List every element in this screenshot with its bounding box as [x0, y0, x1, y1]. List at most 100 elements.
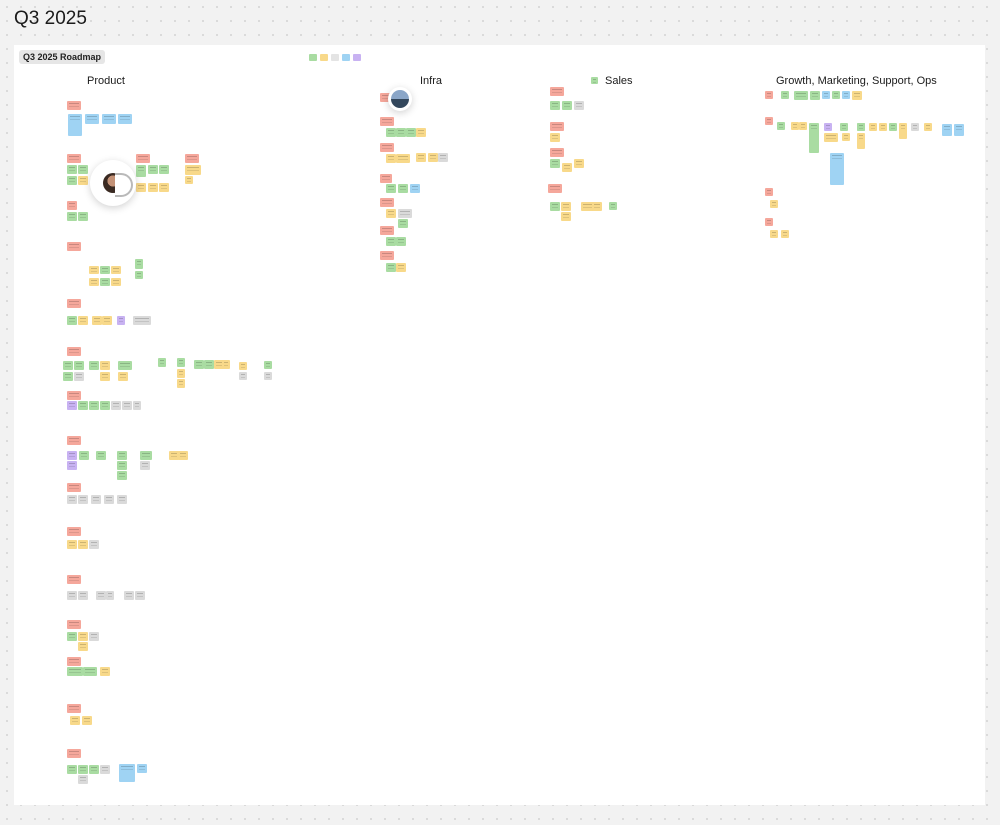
sticky-note[interactable] — [869, 123, 877, 131]
sticky-note[interactable] — [386, 128, 396, 137]
sticky-note[interactable] — [118, 114, 132, 124]
sticky-note[interactable] — [89, 632, 99, 641]
sticky-note[interactable] — [396, 237, 406, 246]
sticky-note[interactable] — [83, 667, 97, 676]
sticky-note[interactable] — [842, 133, 850, 141]
sticky-note[interactable] — [78, 401, 88, 410]
sticky-note[interactable] — [857, 123, 865, 131]
sticky-note[interactable] — [177, 379, 185, 388]
sticky-note[interactable] — [118, 372, 128, 381]
sticky-note[interactable] — [159, 183, 169, 192]
sticky-note[interactable] — [550, 202, 560, 211]
sticky-note[interactable] — [102, 114, 116, 124]
sticky-note[interactable] — [78, 632, 88, 641]
sticky-note[interactable] — [67, 347, 81, 356]
sticky-note[interactable] — [781, 91, 789, 99]
sticky-note[interactable] — [78, 495, 88, 504]
sticky-note[interactable] — [140, 461, 150, 470]
sticky-note[interactable] — [63, 361, 73, 370]
sticky-note[interactable] — [78, 540, 88, 549]
sticky-note[interactable] — [78, 765, 88, 774]
sales-marker-sticky[interactable] — [591, 77, 598, 84]
sticky-note[interactable] — [78, 212, 88, 221]
sticky-note[interactable] — [398, 184, 408, 193]
sticky-note[interactable] — [214, 360, 224, 369]
legend-sticky[interactable] — [320, 54, 328, 61]
sticky-note[interactable] — [380, 251, 394, 260]
sticky-note[interactable] — [67, 101, 81, 110]
sticky-note[interactable] — [380, 93, 392, 102]
sticky-note[interactable] — [942, 124, 952, 136]
sticky-note[interactable] — [396, 263, 406, 272]
sticky-note[interactable] — [85, 114, 99, 124]
sticky-note[interactable] — [111, 278, 121, 286]
sticky-note[interactable] — [398, 209, 412, 218]
sticky-note[interactable] — [824, 133, 838, 142]
sticky-note[interactable] — [96, 451, 106, 460]
sticky-note[interactable] — [67, 495, 77, 504]
sticky-note[interactable] — [111, 266, 121, 274]
sticky-note[interactable] — [765, 218, 773, 226]
sticky-note[interactable] — [137, 764, 147, 773]
sticky-note[interactable] — [879, 123, 887, 131]
sticky-note[interactable] — [380, 143, 394, 152]
sticky-note[interactable] — [67, 436, 81, 445]
sticky-note[interactable] — [842, 91, 850, 99]
sticky-note[interactable] — [133, 401, 141, 410]
sticky-note[interactable] — [574, 159, 584, 168]
sticky-note[interactable] — [562, 163, 572, 172]
sticky-note[interactable] — [96, 591, 106, 600]
sticky-note[interactable] — [100, 361, 110, 370]
sticky-note[interactable] — [67, 483, 81, 492]
sticky-note[interactable] — [67, 461, 77, 470]
sticky-note[interactable] — [91, 495, 101, 504]
sticky-note[interactable] — [794, 91, 808, 100]
sticky-note[interactable] — [386, 263, 396, 272]
sticky-note[interactable] — [67, 667, 83, 676]
sticky-note[interactable] — [89, 361, 99, 370]
sticky-note[interactable] — [117, 495, 127, 504]
sticky-note[interactable] — [104, 495, 114, 504]
sticky-note[interactable] — [67, 527, 81, 536]
sticky-note[interactable] — [830, 153, 844, 185]
sticky-note[interactable] — [158, 358, 166, 367]
sticky-note[interactable] — [67, 540, 77, 549]
sticky-note[interactable] — [67, 591, 77, 600]
sticky-note[interactable] — [574, 101, 584, 110]
sticky-note[interactable] — [100, 372, 110, 381]
sticky-note[interactable] — [194, 360, 204, 369]
sticky-note[interactable] — [78, 591, 88, 600]
sticky-note[interactable] — [148, 183, 158, 192]
sticky-note[interactable] — [396, 154, 410, 163]
sticky-note[interactable] — [67, 575, 81, 584]
sticky-note[interactable] — [102, 316, 112, 325]
sticky-note[interactable] — [67, 451, 77, 460]
sticky-note[interactable] — [438, 153, 448, 162]
sticky-note[interactable] — [67, 704, 81, 713]
sticky-note[interactable] — [133, 316, 151, 325]
sticky-note[interactable] — [386, 237, 396, 246]
sticky-note[interactable] — [100, 401, 110, 410]
sticky-note[interactable] — [177, 369, 185, 378]
sticky-note[interactable] — [117, 461, 127, 470]
sticky-note[interactable] — [386, 184, 396, 193]
sticky-note[interactable] — [765, 117, 773, 125]
sticky-note[interactable] — [562, 101, 572, 110]
sticky-note[interactable] — [398, 219, 408, 228]
sticky-note[interactable] — [67, 632, 77, 641]
sticky-note[interactable] — [770, 200, 778, 208]
sticky-note[interactable] — [100, 667, 110, 676]
sticky-note[interactable] — [810, 91, 820, 100]
sticky-note[interactable] — [416, 128, 426, 137]
legend-sticky[interactable] — [309, 54, 317, 61]
sticky-note[interactable] — [74, 372, 84, 381]
sticky-note[interactable] — [70, 716, 80, 725]
sticky-note[interactable] — [68, 114, 82, 136]
sticky-note[interactable] — [67, 316, 77, 325]
sticky-note[interactable] — [89, 401, 99, 410]
sticky-note[interactable] — [185, 165, 201, 175]
sticky-note[interactable] — [185, 176, 193, 184]
sticky-note[interactable] — [852, 91, 862, 100]
sticky-note[interactable] — [136, 165, 146, 177]
sticky-note[interactable] — [100, 278, 110, 286]
